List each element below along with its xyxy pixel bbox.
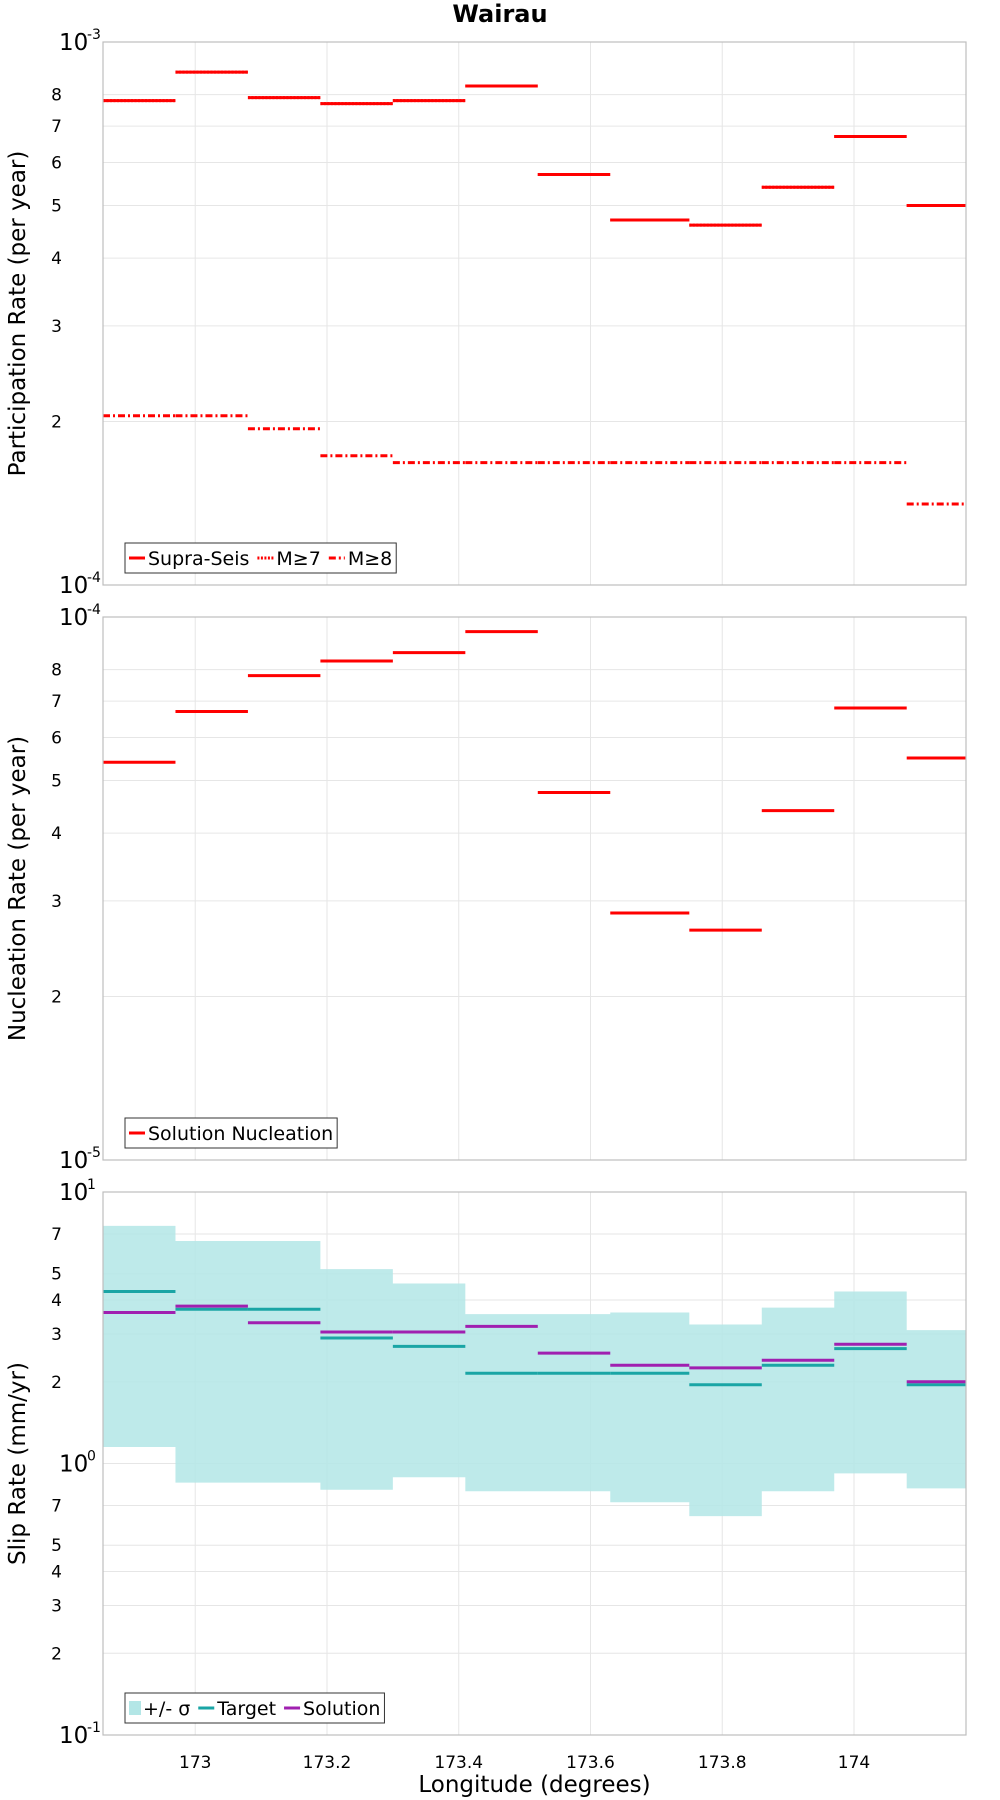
figure-title: Wairau	[452, 0, 547, 28]
series-Solution Nucleation	[103, 630, 966, 932]
y-tick-label: 5	[51, 196, 62, 216]
legend: Solution Nucleation	[124, 1117, 338, 1149]
legend-label: M≥8	[348, 548, 392, 570]
y-tick-exponent: -4	[87, 570, 101, 586]
series-M≥8	[103, 414, 966, 506]
y-tick-label: 7	[51, 692, 62, 712]
series-M≥7	[103, 70, 966, 227]
x-tick-label: 173.6	[566, 1753, 615, 1773]
y-tick-exponent: 0	[87, 1449, 96, 1465]
y-axis-label: Participation Rate (per year)	[5, 151, 31, 477]
legend-label: Supra-Seis	[148, 548, 249, 570]
legend: +/- σ Target Solution	[124, 1692, 385, 1724]
y-tick-exponent: -3	[87, 27, 101, 43]
y-tick-label: 10	[59, 30, 88, 56]
x-tick-label: 173.2	[303, 1753, 352, 1773]
y-tick-label: 3	[51, 1325, 62, 1345]
y-tick-label: 3	[51, 317, 62, 337]
x-tick-label: 174	[838, 1753, 870, 1773]
plot-area	[103, 617, 966, 1160]
y-tick-label: 4	[51, 249, 62, 269]
y-axis-label: Nucleation Rate (per year)	[5, 736, 31, 1041]
y-tick-label: 7	[51, 1497, 62, 1517]
y-tick-label: 7	[51, 117, 62, 137]
plot-area	[103, 42, 966, 585]
y-tick-label: 5	[51, 1265, 62, 1285]
y-tick-label: 7	[51, 1225, 62, 1245]
legend-box	[124, 1692, 385, 1724]
y-tick-exponent: -4	[87, 602, 101, 618]
y-tick-label: 5	[51, 1536, 62, 1556]
y-tick-label: 8	[51, 86, 62, 106]
y-tick-label: 5	[51, 771, 62, 791]
x-tick-label: 173.8	[698, 1753, 747, 1773]
y-tick-label: 3	[51, 1596, 62, 1616]
y-tick-label: 10	[59, 1452, 88, 1478]
y-tick-exponent: -1	[87, 1720, 101, 1736]
legend-label: Solution	[303, 1698, 380, 1720]
y-tick-label: 10	[59, 1148, 88, 1174]
y-tick-exponent: 1	[87, 1177, 96, 1193]
y-tick-label: 3	[51, 892, 62, 912]
x-tick-label: 173	[179, 1753, 211, 1773]
y-tick-exponent: -5	[87, 1145, 101, 1161]
y-tick-label: 2	[51, 1373, 62, 1393]
y-tick-label: 10	[59, 573, 88, 599]
legend: Supra-Seis M≥7 M≥8	[124, 542, 397, 574]
x-axis-label: Longitude (degrees)	[418, 1772, 650, 1798]
y-tick-label: 4	[51, 1563, 62, 1583]
y-tick-label: 6	[51, 153, 62, 173]
x-tick-label: 173.4	[434, 1753, 483, 1773]
plot-frame	[102, 1191, 967, 1736]
legend-box	[124, 1117, 338, 1149]
y-tick-label: 10	[59, 605, 88, 631]
legend-label: Target	[216, 1698, 276, 1720]
series-+/- σ	[103, 1225, 966, 1517]
legend-box	[124, 542, 397, 574]
plot-frame	[102, 616, 967, 1161]
legend-label: M≥7	[276, 548, 320, 570]
y-axis-label: Slip Rate (mm/yr)	[5, 1362, 31, 1565]
plot-frame	[102, 41, 967, 586]
y-tick-label: 8	[51, 661, 62, 681]
legend-label: Solution Nucleation	[148, 1123, 333, 1145]
sigma-band	[103, 1225, 966, 1517]
y-tick-label: 10	[59, 1723, 88, 1749]
legend-label: +/- σ	[143, 1698, 190, 1720]
y-tick-label: 2	[51, 1644, 62, 1664]
y-tick-label: 2	[51, 988, 62, 1008]
series-Solution	[103, 1304, 966, 1384]
y-tick-label: 4	[51, 824, 62, 844]
y-tick-label: 6	[51, 728, 62, 748]
legend-swatch	[129, 1701, 141, 1715]
series-Target	[103, 1290, 966, 1387]
y-tick-label: 2	[51, 413, 62, 433]
y-tick-label: 4	[51, 1291, 62, 1311]
y-tick-label: 10	[59, 1180, 88, 1206]
